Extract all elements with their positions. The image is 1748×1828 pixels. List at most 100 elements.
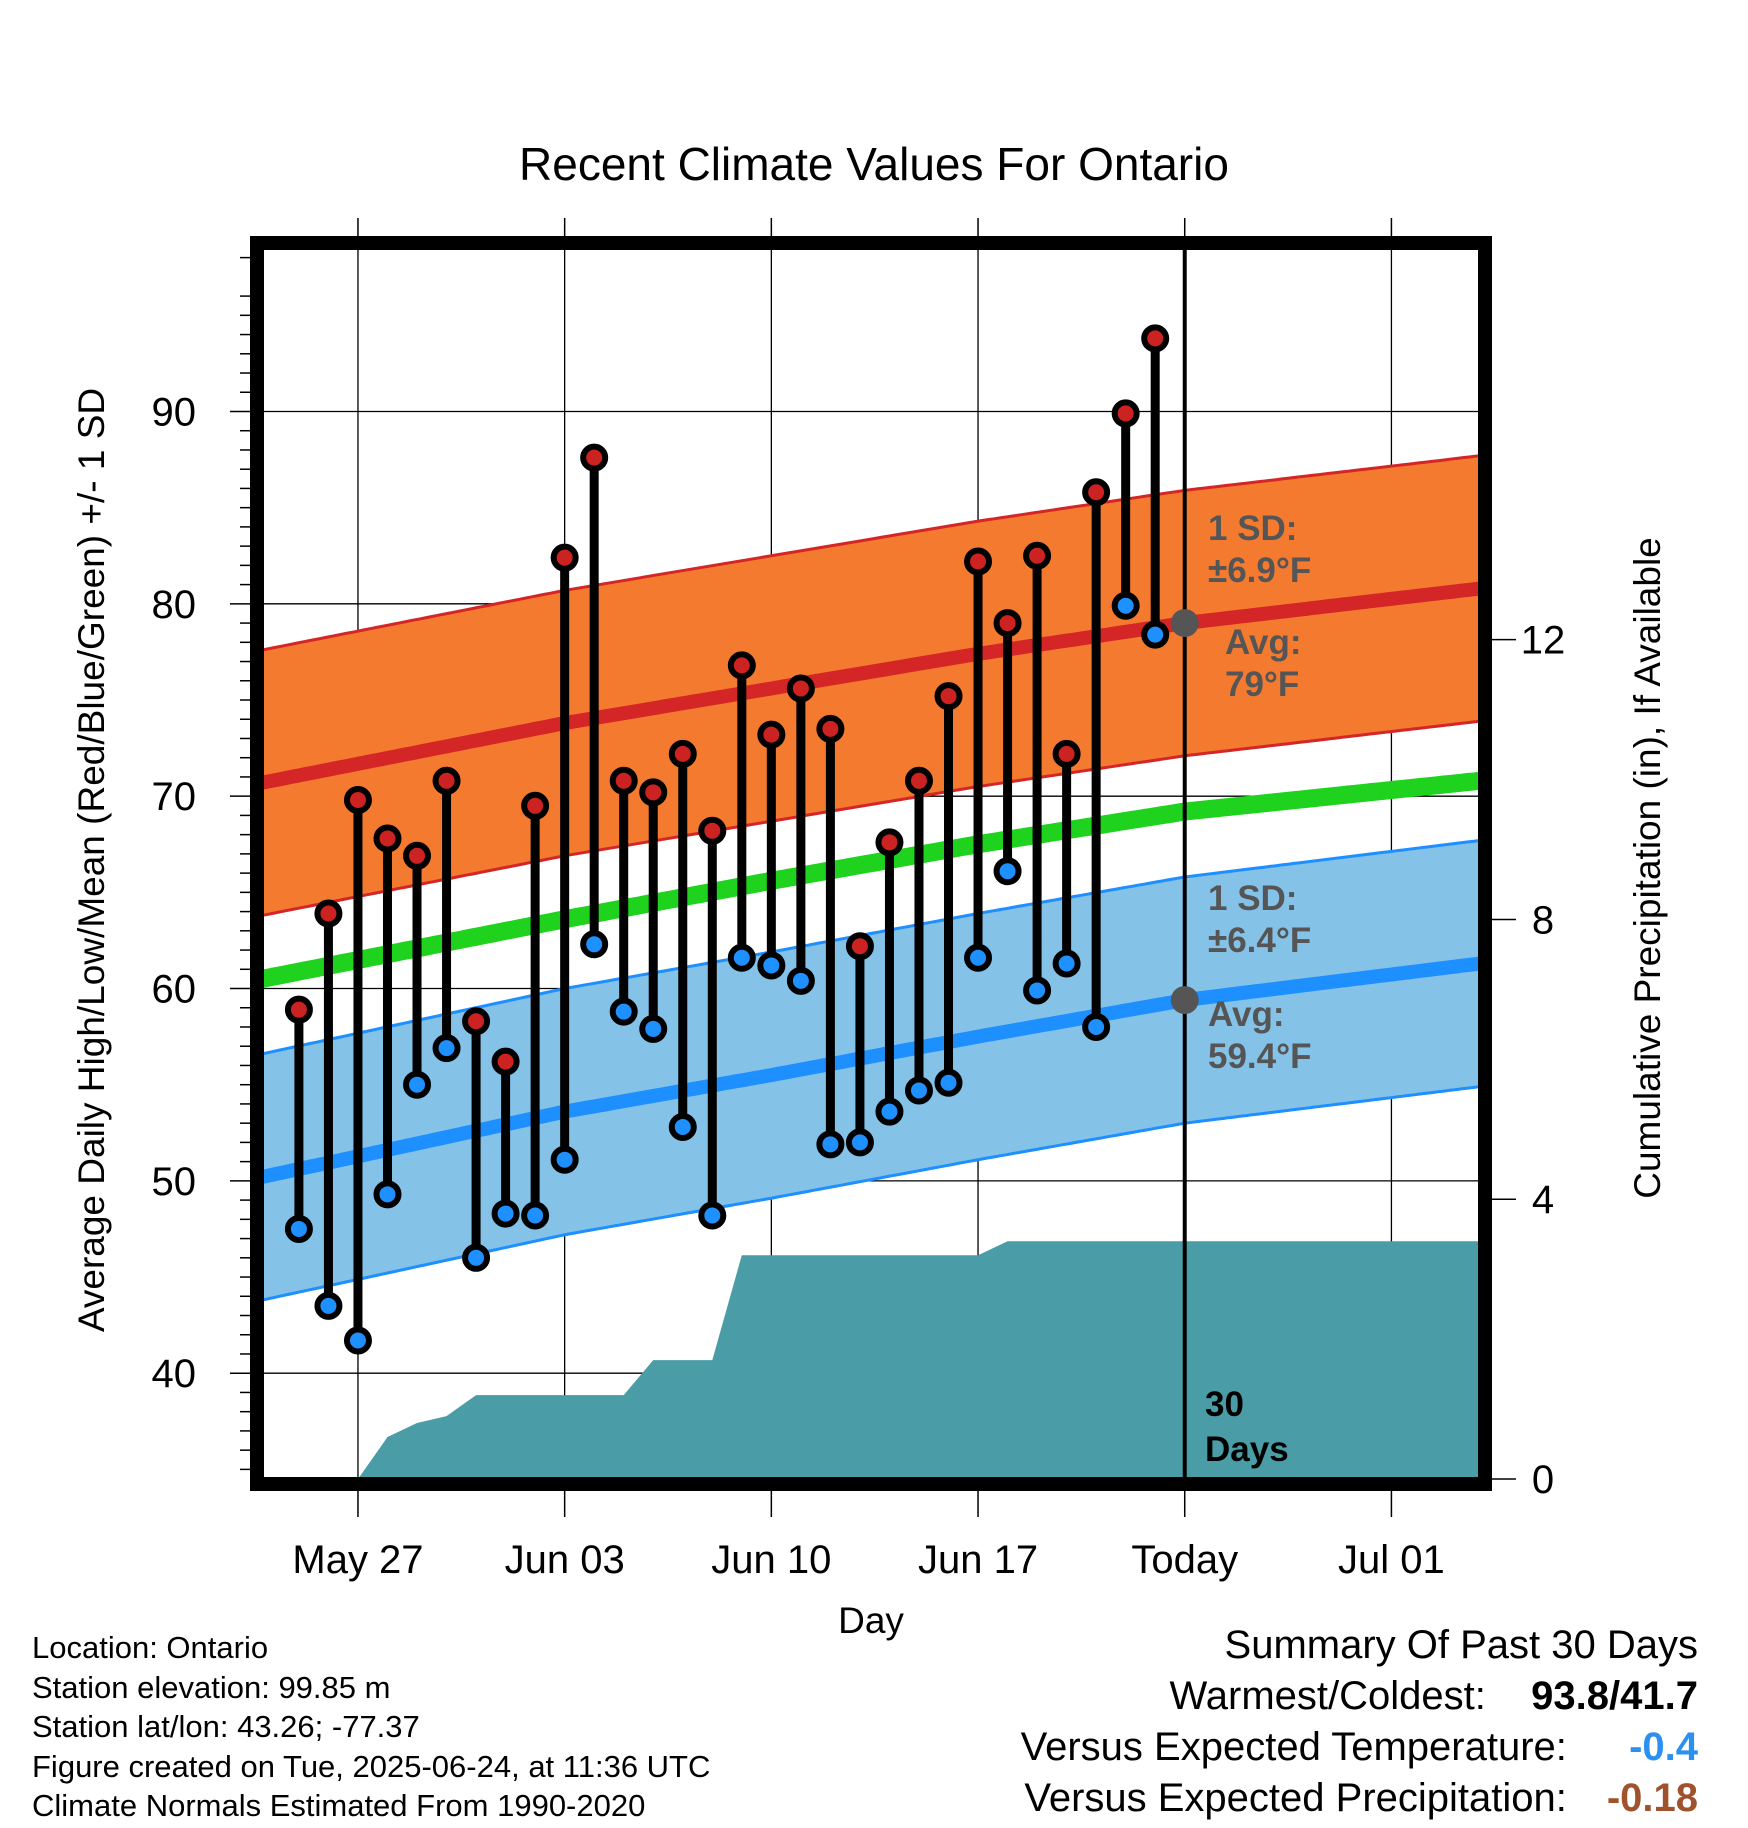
coldest-value: 41.7 [1620, 1674, 1698, 1718]
daily-low-point [845, 1128, 874, 1157]
high-normal-band-lower-edge [262, 719, 1480, 917]
y-tick-label: 90 [152, 390, 197, 434]
daily-high-point [1023, 541, 1052, 570]
daily-low-point [343, 1326, 372, 1355]
location-text: Location: Ontario [32, 1630, 269, 1665]
precip-anomaly-value: -0.18 [1606, 1776, 1698, 1820]
daily-high-point [668, 739, 697, 768]
plot-frame [250, 236, 1492, 1491]
daily-high-point [786, 674, 815, 703]
mean-average-line [262, 771, 1480, 988]
daily-low-point [698, 1201, 727, 1230]
daily-high-point [964, 547, 993, 576]
chart-title: Recent Climate Values For Ontario [519, 138, 1229, 190]
high-average-line [262, 581, 1480, 790]
daily-low-point [727, 943, 756, 972]
daily-high-point [993, 609, 1022, 638]
daily-high-point [373, 824, 402, 853]
y2-tick-label: 12 [1521, 619, 1566, 663]
y-tick-label: 40 [152, 1352, 197, 1396]
warm-cold-separator: / [1609, 1674, 1621, 1718]
daily-low-point [609, 997, 638, 1026]
low-normal-band-upper-edge [262, 838, 1480, 1056]
y2-tick-label: 0 [1532, 1458, 1554, 1502]
y2-tick-label: 8 [1532, 898, 1554, 942]
daily-high-point [491, 1047, 520, 1076]
daily-low-point [816, 1130, 845, 1159]
high-normal-band-upper-edge [262, 454, 1480, 652]
daily-low-point [993, 857, 1022, 886]
x-axis-label: Day [838, 1600, 904, 1641]
daily-low-point [284, 1214, 313, 1243]
daily-low-point [1052, 949, 1081, 978]
summary-panel: Summary Of Past 30 Days Warmest/Coldest:… [1021, 1620, 1698, 1824]
daily-low-point [432, 1034, 461, 1063]
y-tick-label: 70 [152, 775, 197, 819]
station-info: Location: Ontario Station elevation: 99.… [32, 1628, 710, 1826]
daily-low-point [668, 1113, 697, 1142]
low-sd-label: 1 SD: [1208, 879, 1297, 918]
daily-low-point [757, 951, 786, 980]
daily-high-point [1141, 324, 1170, 353]
daily-low-point [403, 1070, 432, 1099]
precipitation-area [262, 1241, 1480, 1479]
temp-anomaly-label: Versus Expected Temperature: [1020, 1725, 1567, 1769]
daily-low-point [786, 966, 815, 995]
precip-anomaly-label: Versus Expected Precipitation: [1024, 1776, 1567, 1820]
daily-high-point [343, 786, 372, 815]
daily-high-point [727, 651, 756, 680]
daily-low-point [964, 943, 993, 972]
normals-text: Climate Normals Estimated From 1990-2020 [32, 1788, 646, 1823]
daily-low-point [875, 1097, 904, 1126]
low-average-line [262, 956, 1480, 1184]
daily-high-point [1111, 399, 1140, 428]
high-sd-label: 1 SD: [1208, 509, 1297, 548]
daily-low-point [462, 1243, 491, 1272]
daily-high-point [904, 766, 933, 795]
warmest-coldest-label: Warmest/Coldest: [1169, 1674, 1486, 1718]
daily-low-point [639, 1014, 668, 1043]
daily-high-point [934, 682, 963, 711]
low-avg-value: 59.4°F [1208, 1037, 1312, 1076]
daily-high-point [462, 1007, 491, 1036]
today-high-normal-point [1170, 609, 1199, 638]
daily-low-point [373, 1180, 402, 1209]
summary-warm-cold-row: Warmest/Coldest: 93.8/41.7 [1021, 1671, 1699, 1722]
daily-high-point [521, 791, 550, 820]
daily-high-point [314, 899, 343, 928]
latlon-text: Station lat/lon: 43.26; -77.37 [32, 1709, 420, 1744]
plot-area [262, 324, 1480, 1479]
axes: 40 50 60 70 80 90 0 4 8 12 May 27 Jun 03 Jun 10 Jun 1… [152, 218, 1566, 1582]
low-normal-band [262, 840, 1480, 1301]
y-tick-label: 60 [152, 968, 197, 1012]
y-tick-label: 80 [152, 583, 197, 627]
low-avg-label: Avg: [1208, 995, 1284, 1034]
x-tick-label: Jun 03 [505, 1538, 625, 1582]
daily-low-point [550, 1145, 579, 1174]
daily-high-point [1052, 739, 1081, 768]
y2-tick-label: 4 [1532, 1178, 1554, 1222]
elevation-text: Station elevation: 99.85 m [32, 1669, 391, 1705]
daily-low-point [934, 1068, 963, 1097]
daily-high-point [432, 766, 461, 795]
summary-temp-row: Versus Expected Temperature: -0.4 [1021, 1722, 1698, 1773]
x-tick-label: May 27 [292, 1538, 423, 1582]
daily-low-point [1111, 591, 1140, 620]
daily-low-point [1082, 1012, 1111, 1041]
window-days-number: 30 [1205, 1385, 1244, 1424]
high-avg-label: Avg: [1225, 623, 1301, 662]
daily-high-point [698, 816, 727, 845]
warmest-coldest-value: 93.8/41.7 [1523, 1671, 1698, 1722]
daily-high-point [1082, 478, 1111, 507]
daily-high-point [403, 841, 432, 870]
summary-title: Summary Of Past 30 Days [1224, 1623, 1698, 1667]
daily-low-point [314, 1291, 343, 1320]
today-low-normal-point [1170, 986, 1199, 1015]
daily-high-point [609, 766, 638, 795]
low-sd-value: ±6.4°F [1208, 921, 1311, 960]
daily-high-point [875, 828, 904, 857]
x-tick-label: Today [1131, 1538, 1238, 1582]
daily-low-point [521, 1201, 550, 1230]
high-sd-value: ±6.9°F [1208, 551, 1311, 590]
